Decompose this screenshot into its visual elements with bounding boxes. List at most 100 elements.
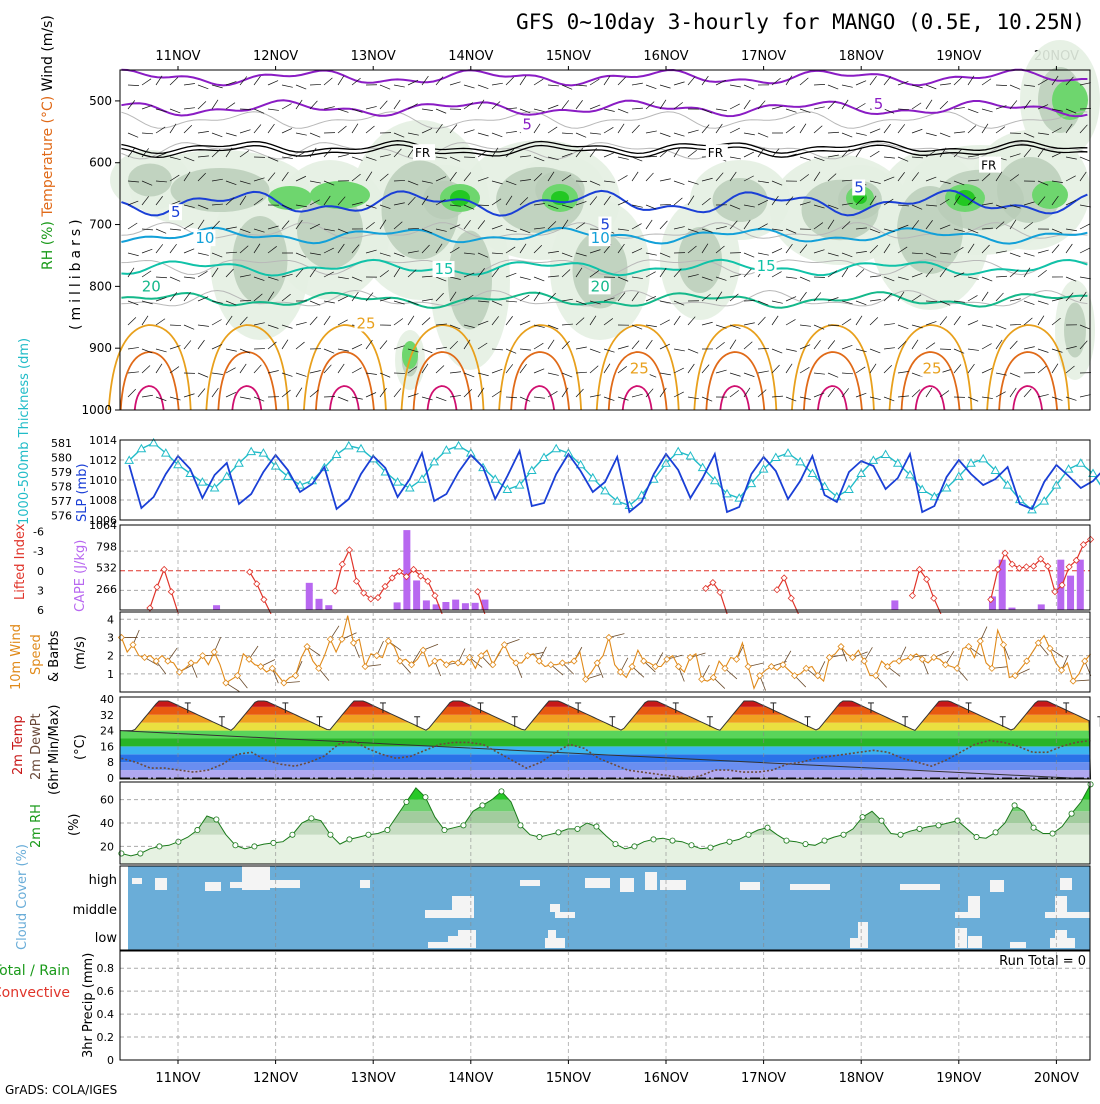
- thickness-point: [455, 442, 463, 449]
- wind-barb: [128, 223, 137, 229]
- precip-tick-label: 0.2: [97, 1031, 115, 1044]
- wind-barb: [1080, 277, 1091, 279]
- wind-barb: [800, 325, 811, 326]
- date-label-bottom: 18NOV: [839, 1071, 884, 1086]
- wind-barb: [128, 133, 138, 137]
- wind-barb: [170, 244, 177, 253]
- wind-barb: [296, 85, 306, 89]
- wind-barb: [646, 85, 656, 89]
- rh-shade-darkgreen: [450, 190, 470, 206]
- cape-bar: [403, 530, 410, 610]
- wind-barb: [744, 373, 754, 377]
- cloud-low-block: [955, 928, 967, 948]
- wind-barb: [800, 157, 811, 160]
- wind-barb: [464, 85, 475, 88]
- wind-barb: [394, 85, 405, 87]
- cape-bar: [462, 603, 469, 610]
- temp-ylabel-unit: (°C): [73, 734, 88, 760]
- wind-barb: [548, 105, 558, 109]
- rh-point: [784, 838, 789, 843]
- wind-barb: [548, 340, 554, 349]
- thickness-point: [1077, 459, 1085, 466]
- rh-point: [1069, 811, 1074, 816]
- wind-barb: [772, 248, 782, 253]
- wind-barb: [156, 319, 165, 325]
- rh-point: [1012, 803, 1017, 808]
- wind-barb: [604, 109, 615, 112]
- cloud-low-block: [968, 936, 982, 948]
- li-point: [161, 566, 167, 572]
- wind-point: [1001, 642, 1007, 648]
- date-label-top: 14NOV: [448, 49, 493, 64]
- cloud-mid-block: [968, 896, 980, 916]
- wind-barb: [912, 129, 922, 133]
- isotherm-30-lobe: [316, 352, 374, 410]
- cape-bar: [1077, 560, 1084, 610]
- rh-point: [955, 818, 960, 823]
- cloud-high-block: [520, 880, 540, 886]
- wind-barb: [940, 84, 951, 85]
- wind-barb: [982, 292, 988, 301]
- contour-label: 5: [874, 95, 884, 113]
- wind-barb: [800, 124, 806, 133]
- rh-point: [670, 838, 675, 843]
- thickness-point: [137, 445, 145, 452]
- cloud-mid-block: [452, 896, 474, 918]
- wind-barb: [982, 368, 992, 373]
- cape-bar: [999, 560, 1006, 610]
- wind-barb: [968, 321, 978, 325]
- cape-bar: [213, 605, 220, 610]
- wind-barb: [590, 395, 601, 397]
- wind-barb: [646, 220, 652, 229]
- wind-ylabel-b: Speed: [29, 634, 44, 675]
- wind-barb: [198, 101, 206, 109]
- rh-point: [157, 844, 162, 849]
- wind-barb: [170, 367, 179, 373]
- wind-barb: [1024, 253, 1035, 256]
- wind-barb: [772, 301, 783, 303]
- wind-barb: [954, 349, 964, 353]
- rh-point: [328, 832, 333, 837]
- wind-barb: [576, 100, 583, 109]
- wind-barb: [1066, 244, 1072, 253]
- cape-ylabel: CAPE (J/kg): [73, 540, 88, 612]
- wind-barb: [646, 173, 653, 181]
- temp-band: [120, 762, 1091, 770]
- rh-point: [822, 838, 827, 843]
- wind-barb: [632, 125, 640, 133]
- wind-barb: [772, 365, 780, 373]
- wind-barb: [716, 325, 726, 328]
- li-point: [931, 595, 937, 601]
- wind-barb: [912, 340, 918, 349]
- wind-barb: [184, 84, 195, 85]
- cape-bar: [423, 600, 430, 610]
- wind-barb: [170, 277, 180, 281]
- cape-frame: [120, 525, 1090, 610]
- wind-barb: [310, 84, 321, 85]
- wind-barb: [856, 301, 866, 305]
- wind-barb: [884, 157, 895, 158]
- rh-point: [689, 843, 694, 848]
- wind-barb: [422, 76, 428, 85]
- isotherm-line: [121, 100, 1087, 116]
- wind-barb: [968, 125, 976, 133]
- wind-barb: [1010, 373, 1020, 377]
- cape-bar: [325, 605, 332, 610]
- wind-barb: [674, 368, 684, 373]
- wind-barb: [338, 126, 346, 133]
- y-tick-label: 700: [89, 218, 112, 232]
- wind-barb: [310, 148, 316, 157]
- cape-bar: [1067, 576, 1074, 610]
- wind-barb: [940, 101, 948, 109]
- li-point: [1023, 564, 1029, 570]
- wind-barb: [1052, 397, 1062, 400]
- rh-point: [575, 826, 580, 831]
- thickness-point: [345, 442, 353, 449]
- wind-barb: [226, 103, 235, 109]
- wind-barb: [170, 77, 178, 85]
- rh-shade-mid: [448, 231, 492, 330]
- wind-barb: [492, 133, 502, 137]
- wind-barb: [842, 85, 853, 87]
- temp-tick-label: 0: [107, 772, 114, 785]
- wind-barb: [870, 129, 880, 133]
